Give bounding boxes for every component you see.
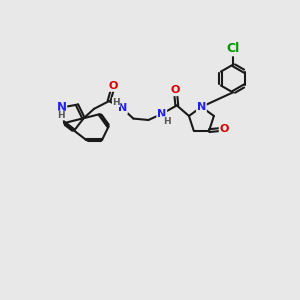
Text: O: O: [171, 85, 180, 95]
Text: O: O: [109, 81, 118, 91]
Text: O: O: [220, 124, 229, 134]
Text: H: H: [163, 117, 171, 126]
Text: Cl: Cl: [226, 42, 239, 56]
Text: H: H: [112, 98, 120, 106]
Text: N: N: [157, 109, 167, 119]
Text: H: H: [57, 111, 65, 120]
Text: N: N: [118, 103, 127, 113]
Text: N: N: [197, 102, 206, 112]
Text: N: N: [56, 101, 66, 114]
